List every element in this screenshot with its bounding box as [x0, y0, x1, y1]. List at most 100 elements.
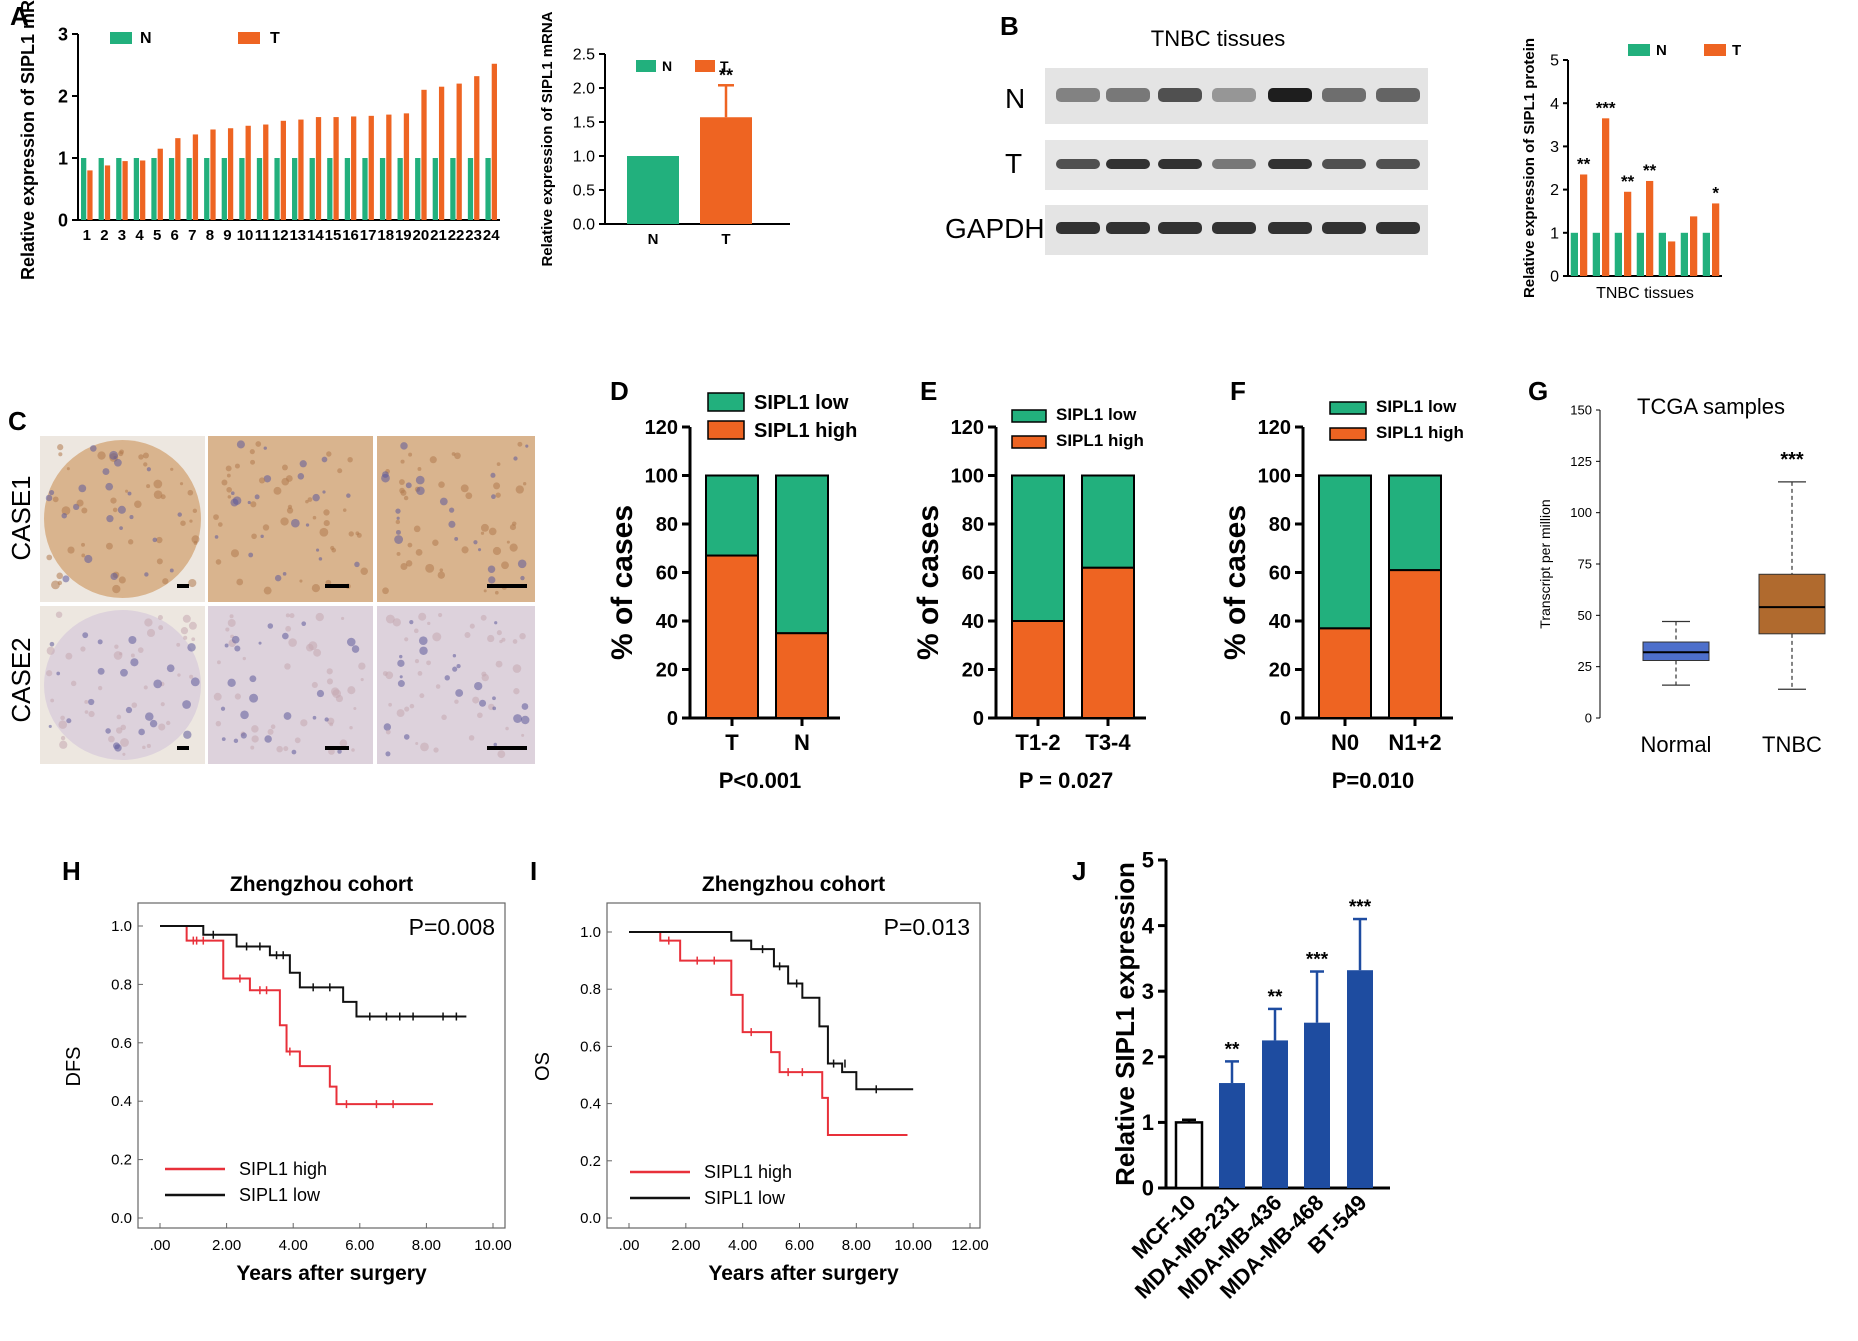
- panel-letter-a: A: [10, 1, 29, 31]
- y-tick-label: 2.5: [573, 47, 595, 64]
- ihc-cell: [280, 517, 289, 526]
- bar-t: [210, 129, 216, 220]
- ihc-cell: [169, 568, 174, 573]
- bar-t: [192, 134, 199, 220]
- ihc-cell: [49, 641, 55, 647]
- ihc-cell: [409, 620, 414, 625]
- y-tick-label: 4: [1142, 913, 1155, 938]
- ihc-cell: [105, 482, 114, 491]
- bar-t: [263, 124, 269, 220]
- ihc-image: [208, 436, 373, 602]
- bar-t: [1580, 174, 1588, 276]
- ihc-cell: [224, 643, 229, 648]
- ihc-cell: [119, 652, 123, 656]
- ihc-cell: [418, 636, 428, 645]
- ihc-cell: [49, 489, 55, 496]
- ihc-cell: [248, 552, 254, 558]
- significance-label: ***: [1596, 98, 1616, 117]
- ihc-cell: [513, 688, 520, 695]
- chart-h: 0.0 0.2 0.4 0.6 0.8 1.0 .00 2.00 4.00 6.00 8.00 10.…: [63, 873, 512, 1285]
- ihc-cell: [213, 514, 219, 520]
- ihc-cell: [84, 700, 89, 704]
- y-tick-label: 60: [656, 563, 678, 585]
- ihc-cell: [520, 575, 525, 581]
- blot-band: [1158, 88, 1202, 102]
- ihc-cell: [480, 531, 485, 535]
- ihc-cell: [61, 506, 71, 516]
- ihc-cell: [263, 586, 272, 595]
- bar-sipl1-high: [1318, 627, 1372, 720]
- ihc-cell: [97, 451, 106, 460]
- significance-label: ***: [1306, 950, 1329, 971]
- western-blot: TNBC tissues N T GAPDH: [945, 26, 1428, 255]
- ihc-cell: [400, 459, 405, 464]
- ihc-cell: [129, 515, 134, 520]
- bar-sipl1-low: [775, 474, 829, 635]
- ihc-cell: [62, 575, 70, 583]
- x-tick-label: 5: [153, 227, 161, 244]
- ihc-cell: [264, 735, 272, 743]
- ihc-cell: [438, 481, 445, 488]
- ihc-cell: [497, 750, 506, 759]
- blot-title: TNBC tissues: [1151, 26, 1285, 51]
- ihc-cell: [398, 479, 405, 485]
- ihc-cell: [326, 678, 333, 685]
- legend-label-t: T: [1732, 42, 1741, 59]
- bar-t: [333, 117, 339, 220]
- y-axis-label: % of cases: [912, 505, 945, 660]
- ihc-cell: [439, 497, 448, 506]
- legend-swatch-high: [1329, 427, 1367, 441]
- y-tick-label: 40: [656, 611, 678, 633]
- ihc-row-label-case2: CASE2: [6, 637, 36, 722]
- y-tick-label: 150: [1570, 403, 1592, 418]
- ihc-cell: [254, 494, 260, 500]
- ihc-cell: [58, 720, 68, 729]
- ihc-cell: [226, 486, 232, 493]
- blot-band: [1056, 159, 1100, 169]
- ihc-cell: [382, 671, 388, 676]
- ihc-cell: [267, 728, 274, 735]
- ihc-cell: [346, 493, 351, 498]
- x-tick-label: 15: [325, 227, 342, 244]
- ihc-cell: [337, 749, 342, 754]
- ihc-cell: [112, 584, 121, 594]
- ihc-cell: [281, 464, 288, 471]
- legend-label-n: N: [140, 30, 152, 47]
- bar-n: [450, 158, 456, 220]
- ihc-cell: [282, 572, 287, 576]
- significance-label: **: [1225, 1039, 1240, 1060]
- bar-n: [168, 158, 175, 220]
- ihc-cell: [419, 693, 425, 699]
- ihc-cell: [407, 542, 413, 548]
- significance-label: ***: [1349, 897, 1372, 918]
- ihc-cell: [525, 444, 529, 448]
- panel-letter-e: E: [920, 376, 937, 406]
- ihc-core: [44, 610, 201, 760]
- ihc-cell: [495, 492, 501, 498]
- x-tick-label: 2.00: [671, 1237, 700, 1254]
- ihc-cell: [46, 646, 55, 655]
- ihc-cell: [316, 548, 320, 552]
- y-tick-label: 1.0: [111, 918, 132, 935]
- ihc-cell: [382, 587, 389, 595]
- ihc-cell: [347, 457, 353, 463]
- blot-band: [1322, 88, 1366, 102]
- bar-n: [379, 158, 386, 220]
- ihc-cell: [88, 710, 95, 718]
- ihc-cell: [221, 737, 226, 741]
- significance-label: **: [719, 65, 733, 85]
- ihc-cell: [409, 703, 415, 709]
- ihc-cell: [416, 486, 425, 495]
- ihc-cell: [81, 542, 86, 547]
- bar-sipl1-low: [1318, 474, 1372, 630]
- bar-t: [491, 63, 497, 221]
- ihc-cell: [452, 653, 457, 658]
- legend-label-high: SIPL1 high: [239, 1159, 327, 1179]
- bar-mda-mb-468: [1304, 1022, 1330, 1188]
- ihc-cell: [483, 589, 487, 593]
- ihc-cell: [67, 546, 75, 554]
- ihc-cell: [166, 664, 175, 673]
- blot-band: [1212, 88, 1256, 102]
- ihc-cell: [66, 718, 72, 724]
